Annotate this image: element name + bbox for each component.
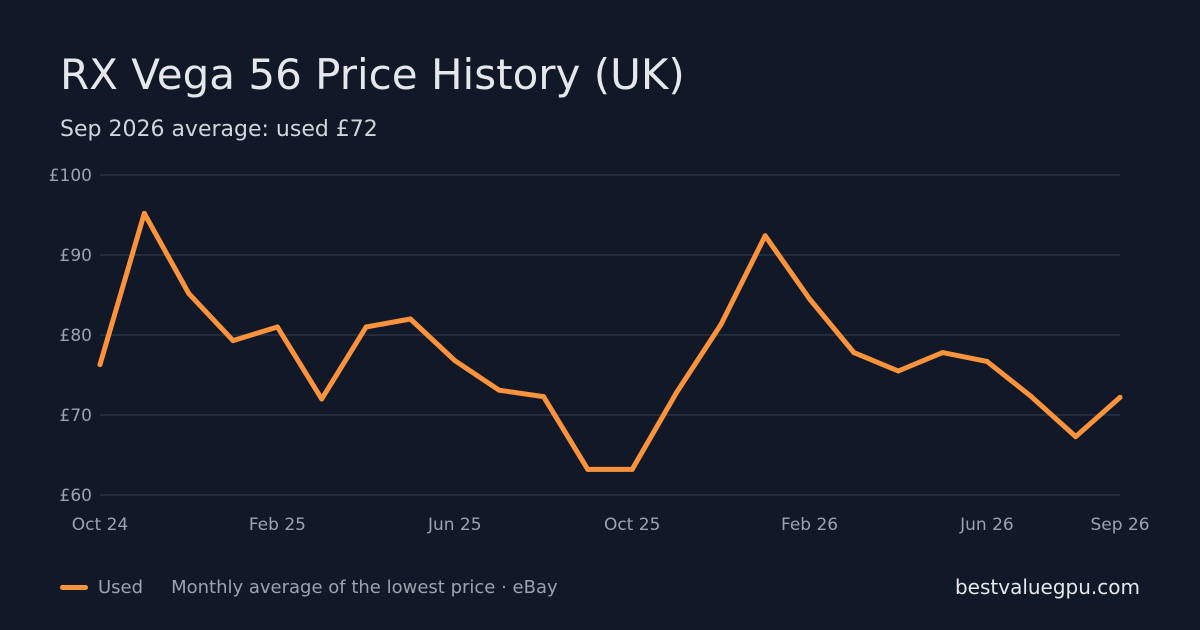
- y-tick-label: £70: [60, 406, 92, 426]
- x-tick-label: Jun 26: [959, 515, 1014, 535]
- data-point: [762, 233, 768, 239]
- x-tick-label: Feb 26: [781, 515, 838, 535]
- y-tick-label: £90: [60, 246, 92, 266]
- data-point: [97, 362, 103, 368]
- y-axis-ticks: £60 £70 £80 £90 £100: [49, 166, 92, 506]
- site-name: bestvaluegpu.com: [954, 575, 1140, 599]
- series-layer: [97, 210, 1123, 472]
- data-point: [141, 210, 147, 216]
- data-point: [629, 466, 635, 472]
- data-point: [895, 368, 901, 374]
- x-tick-label: Jun 25: [427, 515, 482, 535]
- data-point: [1028, 394, 1034, 400]
- chart-subtitle: Sep 2026 average: used £72: [60, 117, 378, 142]
- data-point: [984, 358, 990, 364]
- x-tick-label: Oct 24: [72, 515, 128, 535]
- x-axis-ticks: Oct 24 Feb 25 Jun 25 Oct 25 Feb 26 Jun 26 Sep …: [72, 515, 1150, 535]
- y-tick-label: £100: [49, 166, 92, 186]
- y-tick-label: £80: [60, 326, 92, 346]
- data-point: [230, 338, 236, 344]
- source-note: Monthly average of the lowest price · eB…: [171, 576, 558, 598]
- data-point: [452, 358, 458, 364]
- chart-footer: Used Monthly average of the lowest price…: [60, 573, 558, 601]
- gridlines: [100, 174, 1120, 496]
- legend-label-used: Used: [98, 576, 144, 598]
- chart-title: RX Vega 56 Price History (UK): [60, 50, 685, 99]
- data-point: [1073, 434, 1079, 440]
- y-tick-label: £60: [60, 486, 92, 506]
- data-point: [496, 387, 502, 393]
- data-point: [1117, 394, 1123, 400]
- data-point: [319, 396, 325, 402]
- x-tick-label: Feb 25: [249, 515, 306, 535]
- data-point: [274, 324, 280, 330]
- legend-swatch-used: [60, 584, 88, 590]
- data-point: [940, 350, 946, 356]
- data-point: [585, 466, 591, 472]
- x-tick-label: Oct 25: [604, 515, 660, 535]
- data-point: [186, 290, 192, 296]
- data-point: [851, 350, 857, 356]
- data-point: [407, 316, 413, 322]
- x-tick-label: Sep 26: [1090, 515, 1149, 535]
- data-point: [674, 390, 680, 396]
- data-point: [540, 394, 546, 400]
- data-point: [807, 296, 813, 302]
- series-line-used: [97, 210, 1123, 472]
- data-point: [363, 324, 369, 330]
- data-point: [718, 322, 724, 328]
